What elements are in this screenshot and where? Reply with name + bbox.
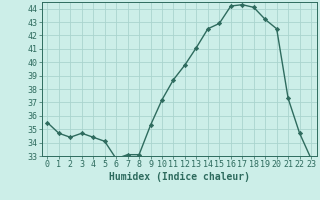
X-axis label: Humidex (Indice chaleur): Humidex (Indice chaleur)	[109, 172, 250, 182]
